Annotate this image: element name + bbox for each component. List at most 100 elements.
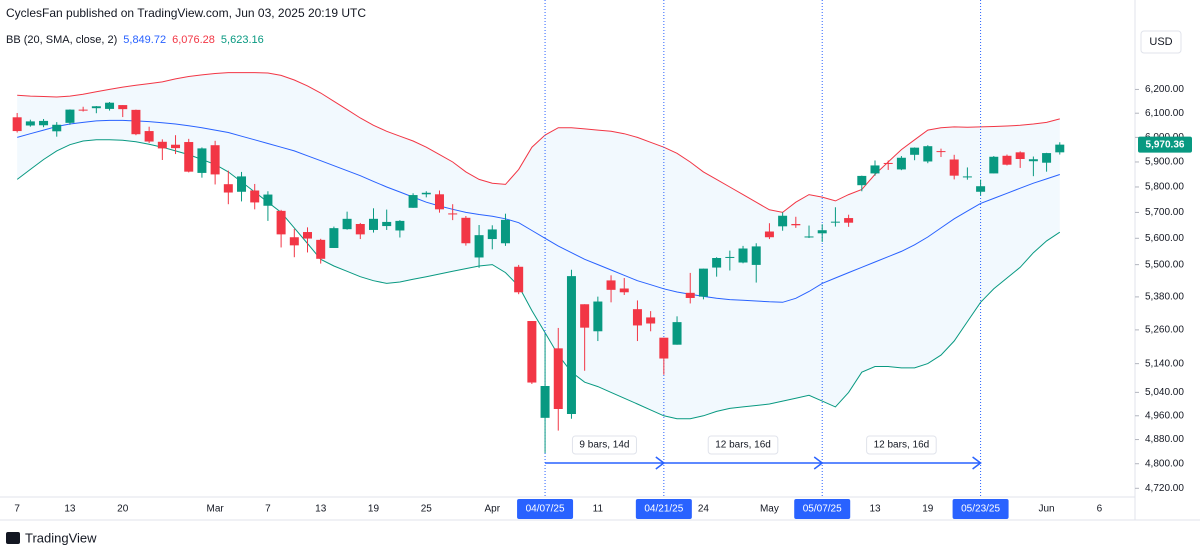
candle-body: [632, 309, 642, 326]
y-tick-label: 4,880.00: [1145, 434, 1184, 445]
candle-body: [118, 105, 128, 110]
indicator-values: 5,849.72 6,076.28 5,623.16: [123, 34, 263, 46]
y-tick-label: 4,800.00: [1145, 458, 1184, 469]
candle-body: [936, 151, 946, 153]
marker-label-bg: [794, 499, 851, 519]
marker-label: 04/21/25: [644, 504, 683, 515]
candle-body: [144, 131, 154, 142]
x-tick-label: Jun: [1039, 504, 1055, 515]
candle-body: [712, 258, 722, 268]
y-tick-label: 4,960.00: [1145, 410, 1184, 421]
y-tick-label: 5,140.00: [1145, 358, 1184, 369]
candle-body: [65, 109, 75, 123]
last-price-bg: [1138, 136, 1192, 153]
candle-body: [830, 221, 840, 223]
candle-body: [289, 237, 299, 246]
candle-body: [910, 147, 920, 155]
x-tick-label: 19: [368, 504, 380, 515]
y-tick-label: 4,720.00: [1145, 483, 1184, 494]
candle-body: [52, 124, 62, 132]
measure-label: 9 bars, 14d: [579, 440, 629, 451]
x-tick-label: 13: [64, 504, 76, 515]
band-fill: [17, 72, 1060, 419]
band-line: [17, 72, 1060, 213]
candle-body: [368, 218, 378, 230]
indicator-value: 6,076.28: [172, 34, 215, 46]
y-tick-label: 5,260.00: [1145, 325, 1184, 336]
candle-body: [646, 317, 656, 324]
x-tick-label: 25: [421, 504, 433, 515]
x-tick-label: 20: [117, 504, 129, 515]
y-tick-label: 6,200.00: [1145, 84, 1184, 95]
candle-body: [738, 248, 748, 263]
candle-body: [448, 213, 458, 215]
candle-body: [329, 228, 339, 248]
candle-body: [197, 148, 207, 173]
candle-body: [883, 162, 893, 164]
candle-body: [1015, 152, 1025, 159]
candle-body: [25, 121, 35, 126]
x-tick-label: 13: [869, 504, 881, 515]
candle-body: [989, 156, 999, 174]
candle-body: [500, 219, 510, 244]
candle-body: [553, 348, 563, 410]
candle-body: [778, 215, 788, 227]
candle-body: [355, 223, 365, 235]
currency[interactable]: USD: [1149, 36, 1172, 48]
candle-body: [421, 192, 431, 195]
x-tick-label: May: [760, 504, 779, 515]
candle-body: [131, 109, 141, 135]
candle-body: [804, 236, 814, 238]
candle-body: [408, 195, 418, 208]
band-line: [17, 119, 1060, 303]
candle-body: [619, 288, 629, 293]
candle-body: [223, 184, 233, 193]
y-tick-label: 5,800.00: [1145, 182, 1184, 193]
y-tick-label: 6,100.00: [1145, 108, 1184, 119]
x-tick-label: 7: [265, 504, 271, 515]
candle-body: [540, 385, 550, 418]
candle-body: [685, 292, 695, 298]
y-tick-label: 5,040.00: [1145, 387, 1184, 398]
candle-body: [78, 109, 88, 111]
marker-label: 04/07/25: [526, 504, 565, 515]
y-tick-label: 5,900.00: [1145, 157, 1184, 168]
candle-body: [237, 176, 247, 192]
candle-body: [672, 322, 682, 345]
candle-body: [316, 239, 326, 259]
candle-body: [844, 218, 854, 223]
candle-body: [157, 141, 167, 149]
candle-body: [580, 304, 590, 328]
marker-label-bg: [952, 499, 1009, 519]
currency-box[interactable]: [1140, 30, 1182, 54]
measure-label-bg: [866, 435, 937, 455]
candle-body: [514, 266, 524, 293]
x-tick-label: 24: [698, 504, 710, 515]
x-tick-label: 13: [315, 504, 327, 515]
candle-body: [1055, 144, 1065, 153]
marker-label-bg: [635, 499, 692, 519]
candle-body: [976, 186, 986, 192]
candle-body: [923, 146, 933, 162]
indicator-value: 5,849.72: [123, 34, 166, 46]
marker-label: 05/07/25: [803, 504, 842, 515]
candle-body: [962, 176, 972, 178]
measure-label-bg: [571, 435, 637, 455]
marker-label-bg: [517, 499, 574, 519]
candle-body: [725, 256, 735, 258]
candle-body: [250, 190, 260, 203]
candle-body: [791, 223, 801, 226]
candle-body: [395, 220, 405, 231]
y-tick-label: 5,500.00: [1145, 259, 1184, 270]
candle-body: [184, 142, 194, 172]
indicator-label: BB (20, SMA, close, 2): [6, 34, 117, 46]
candle-body: [434, 194, 444, 210]
plot-area: 9 bars, 14d 12 bars, 16d 12 bars, 16d: [12, 0, 1065, 497]
y-tick-label: 5,380.00: [1145, 292, 1184, 303]
candle-body: [91, 106, 101, 109]
candle-body: [1028, 159, 1038, 162]
candle-body: [593, 301, 603, 332]
candle-body: [751, 246, 761, 265]
x-tick-label: Apr: [484, 504, 500, 515]
marker-label: 05/23/25: [961, 504, 1000, 515]
